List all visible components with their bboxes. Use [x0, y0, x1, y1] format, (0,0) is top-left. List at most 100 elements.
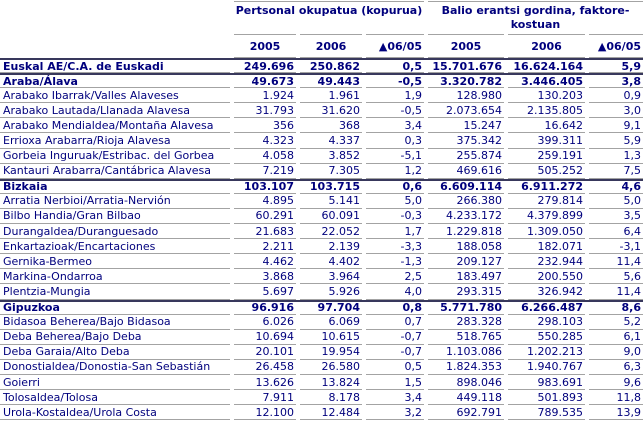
cell-value: 505.252: [508, 164, 585, 179]
cell-value: 0,3: [366, 133, 424, 149]
cell-value: 249.696: [234, 60, 296, 74]
cell-value: 11,8: [589, 390, 643, 406]
cell-value: -0,5: [366, 103, 424, 119]
cell-value: 5.771.780: [428, 302, 504, 315]
row-label: Durangaldea/Duranguesado: [0, 224, 230, 240]
cell-value: 9,1: [589, 118, 643, 134]
cell-value: 1,7: [366, 224, 424, 240]
cell-value: 3,4: [366, 118, 424, 134]
row-label: Gernika-Bermeo: [0, 254, 230, 270]
cell-value: 49.443: [300, 75, 362, 89]
cell-value: 789.535: [508, 405, 585, 421]
row-label: Euskal AE/C.A. de Euskadi: [0, 60, 230, 74]
table-group-header-row: Pertsonal okupatua (kopurua) Balio erant…: [0, 1, 643, 34]
row-label: Bilbo Handia/Gran Bilbao: [0, 209, 230, 225]
cell-value: 60.091: [300, 209, 362, 225]
cell-value: 5,0: [589, 194, 643, 209]
cell-value: 550.285: [508, 330, 585, 345]
cell-value: 2.211: [234, 239, 296, 255]
label-column-header: [0, 34, 230, 58]
cell-value: 6.026: [234, 315, 296, 330]
cell-value: 250.862: [300, 60, 362, 74]
cell-value: 469.616: [428, 164, 504, 179]
cell-value: 283.328: [428, 315, 504, 330]
row-label: Bizkaia: [0, 181, 230, 194]
row-label: Arratia Nerbioi/Arratia-Nervión: [0, 194, 230, 209]
cell-value: 518.765: [428, 330, 504, 345]
column-group-personnel: Pertsonal okupatua (kopurua): [234, 1, 424, 34]
cell-value: 293.315: [428, 284, 504, 300]
column-header-2006-personnel: 2006: [300, 34, 362, 58]
cell-value: 3.964: [300, 269, 362, 285]
cell-value: 4.233.172: [428, 209, 504, 225]
cell-value: 15.247: [428, 118, 504, 134]
cell-value: 5,0: [366, 194, 424, 209]
cell-value: 3,2: [366, 405, 424, 421]
table-row: Durangaldea/Duranguesado 21.683 22.052 1,7 1…: [0, 224, 643, 240]
cell-value: -0,5: [366, 75, 424, 89]
cell-value: 4.337: [300, 133, 362, 149]
cell-value: 9,6: [589, 375, 643, 391]
cell-value: 8,6: [589, 302, 643, 315]
column-group-gross-value-added: Balio erantsi gordina, faktore-kostuan: [428, 1, 643, 34]
cell-value: 2.073.654: [428, 103, 504, 119]
table-body: Euskal AE/C.A. de Euskadi 249.696 250.862 0…: [0, 58, 643, 421]
cell-value: 6.609.114: [428, 181, 504, 194]
cell-value: 2.135.805: [508, 103, 585, 119]
cell-value: 3.446.405: [508, 75, 585, 89]
cell-value: 3,5: [589, 209, 643, 225]
cell-value: 6.911.272: [508, 181, 585, 194]
table-row: Arabako Lautada/Llanada Alavesa 31.793 31.…: [0, 103, 643, 119]
cell-value: 5.697: [234, 284, 296, 300]
cell-value: 31.793: [234, 103, 296, 119]
row-label: Arabako Ibarrak/Valles Alaveses: [0, 88, 230, 104]
cell-value: 5,2: [589, 315, 643, 330]
cell-value: 7.911: [234, 390, 296, 406]
cell-value: 7,5: [589, 164, 643, 179]
cell-value: -0,3: [366, 209, 424, 225]
cell-value: -3,1: [589, 239, 643, 255]
cell-value: 1.961: [300, 88, 362, 104]
cell-value: 4,0: [366, 284, 424, 300]
cell-value: 6.069: [300, 315, 362, 330]
cell-value: 0,9: [589, 88, 643, 104]
row-label: Deba Garaia/Alto Deba: [0, 345, 230, 360]
cell-value: 130.203: [508, 88, 585, 104]
cell-value: 128.980: [428, 88, 504, 104]
cell-value: 501.893: [508, 390, 585, 406]
column-header-delta-gva: ▲06/05: [589, 34, 643, 58]
cell-value: 16.624.164: [508, 60, 585, 74]
cell-value: 11,4: [589, 254, 643, 270]
cell-value: 266.380: [428, 194, 504, 209]
cell-value: 0,5: [366, 360, 424, 375]
cell-value: 4.402: [300, 254, 362, 270]
table-row: Donostialdea/Donostia-San Sebastián 26.45…: [0, 360, 643, 375]
cell-value: 1,3: [589, 149, 643, 164]
cell-value: 2,5: [366, 269, 424, 285]
row-label: Errioxa Arabarra/Rioja Alavesa: [0, 133, 230, 149]
cell-value: 188.058: [428, 239, 504, 255]
cell-value: 232.944: [508, 254, 585, 270]
cell-value: 326.942: [508, 284, 585, 300]
table-row: Gernika-Bermeo 4.462 4.402 -1,3 209.127 232.9…: [0, 254, 643, 270]
cell-value: 5,9: [589, 60, 643, 74]
cell-value: 5.141: [300, 194, 362, 209]
cell-value: -5,1: [366, 149, 424, 164]
cell-value: 19.954: [300, 345, 362, 360]
column-header-2005-personnel: 2005: [234, 34, 296, 58]
cell-value: -0,7: [366, 330, 424, 345]
row-label: Gipuzkoa: [0, 302, 230, 315]
cell-value: 15.701.676: [428, 60, 504, 74]
cell-value: 3,8: [589, 75, 643, 89]
table-row: Goierri 13.626 13.824 1,5 898.046 983.691 9,6: [0, 375, 643, 391]
cell-value: 13.824: [300, 375, 362, 391]
cell-value: 20.101: [234, 345, 296, 360]
row-label: Arabako Lautada/Llanada Alavesa: [0, 103, 230, 119]
cell-value: 209.127: [428, 254, 504, 270]
cell-value: 183.497: [428, 269, 504, 285]
table-row: Markina-Ondarroa 3.868 3.964 2,5 183.497 200.…: [0, 269, 643, 285]
cell-value: 1,5: [366, 375, 424, 391]
row-label: Donostialdea/Donostia-San Sebastián: [0, 360, 230, 375]
table-row: Kantauri Arabarra/Cantábrica Alavesa 7.21…: [0, 164, 643, 179]
cell-value: 399.311: [508, 133, 585, 149]
